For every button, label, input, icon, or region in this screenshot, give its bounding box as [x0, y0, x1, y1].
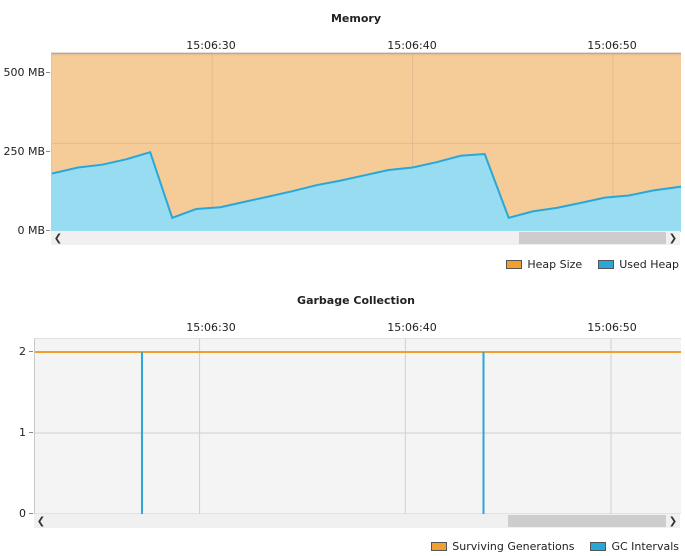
gc-x-tick-2: 15:06:50 — [587, 321, 637, 334]
legend-label-surviving-generations: Surviving Generations — [452, 540, 575, 553]
used-heap-line — [52, 150, 681, 220]
used-heap-swatch — [598, 260, 615, 269]
memory-legend: Heap Size Used Heap — [496, 258, 679, 271]
gc-chart-svg — [35, 339, 681, 514]
memory-x-tick-1: 15:06:40 — [387, 39, 437, 52]
memory-y-tickmark — [46, 151, 50, 152]
gc-y-tick-1: 1 — [19, 426, 26, 439]
gc-legend: Surviving Generations GC Intervals — [421, 540, 679, 553]
memory-chart-title: Memory — [330, 12, 382, 25]
legend-item-surviving-generations: Surviving Generations — [431, 540, 574, 553]
legend-label-used-heap: Used Heap — [619, 258, 679, 271]
gc-intervals-swatch — [590, 542, 607, 551]
memory-x-tick-0: 15:06:30 — [186, 39, 236, 52]
gc-x-tick-0: 15:06:30 — [186, 321, 236, 334]
legend-label-gc-intervals: GC Intervals — [611, 540, 679, 553]
memory-scrollbar[interactable]: ❮ ❯ — [51, 231, 680, 245]
gc-x-tick-1: 15:06:40 — [387, 321, 437, 334]
chevron-right-icon[interactable]: ❯ — [668, 515, 678, 527]
memory-y-tick-0: 0 MB — [17, 224, 45, 237]
memory-y-tickmark — [46, 230, 50, 231]
chevron-right-icon[interactable]: ❯ — [668, 232, 678, 244]
gc-y-tickmark — [29, 513, 33, 514]
memory-scroll-thumb[interactable] — [518, 232, 666, 244]
memory-y-tick-250: 250 MB — [3, 145, 45, 158]
memory-y-tick-500: 500 MB — [3, 66, 45, 79]
gc-y-tickmark — [29, 432, 33, 433]
legend-item-heap-size: Heap Size — [506, 258, 582, 271]
memory-x-tick-2: 15:06:50 — [587, 39, 637, 52]
memory-chart-svg — [52, 53, 681, 232]
chevron-left-icon[interactable]: ❮ — [36, 515, 46, 527]
legend-item-used-heap: Used Heap — [598, 258, 679, 271]
heap-size-swatch — [506, 260, 523, 269]
gc-y-tick-0: 0 — [19, 507, 26, 520]
legend-label-heap-size: Heap Size — [527, 258, 583, 271]
memory-plot-area — [51, 52, 681, 232]
chevron-left-icon[interactable]: ❮ — [53, 232, 63, 244]
gc-scroll-thumb[interactable] — [508, 515, 666, 527]
used-heap-area — [52, 152, 681, 232]
gc-scrollbar[interactable]: ❮ ❯ — [34, 514, 680, 528]
surviving-generations-swatch — [431, 542, 448, 551]
gc-chart-title: Garbage Collection — [297, 294, 415, 307]
gc-y-tickmark — [29, 351, 33, 352]
legend-item-gc-intervals: GC Intervals — [590, 540, 679, 553]
gc-y-tick-2: 2 — [19, 345, 26, 358]
gc-plot-area — [34, 338, 681, 514]
memory-y-tickmark — [46, 72, 50, 73]
